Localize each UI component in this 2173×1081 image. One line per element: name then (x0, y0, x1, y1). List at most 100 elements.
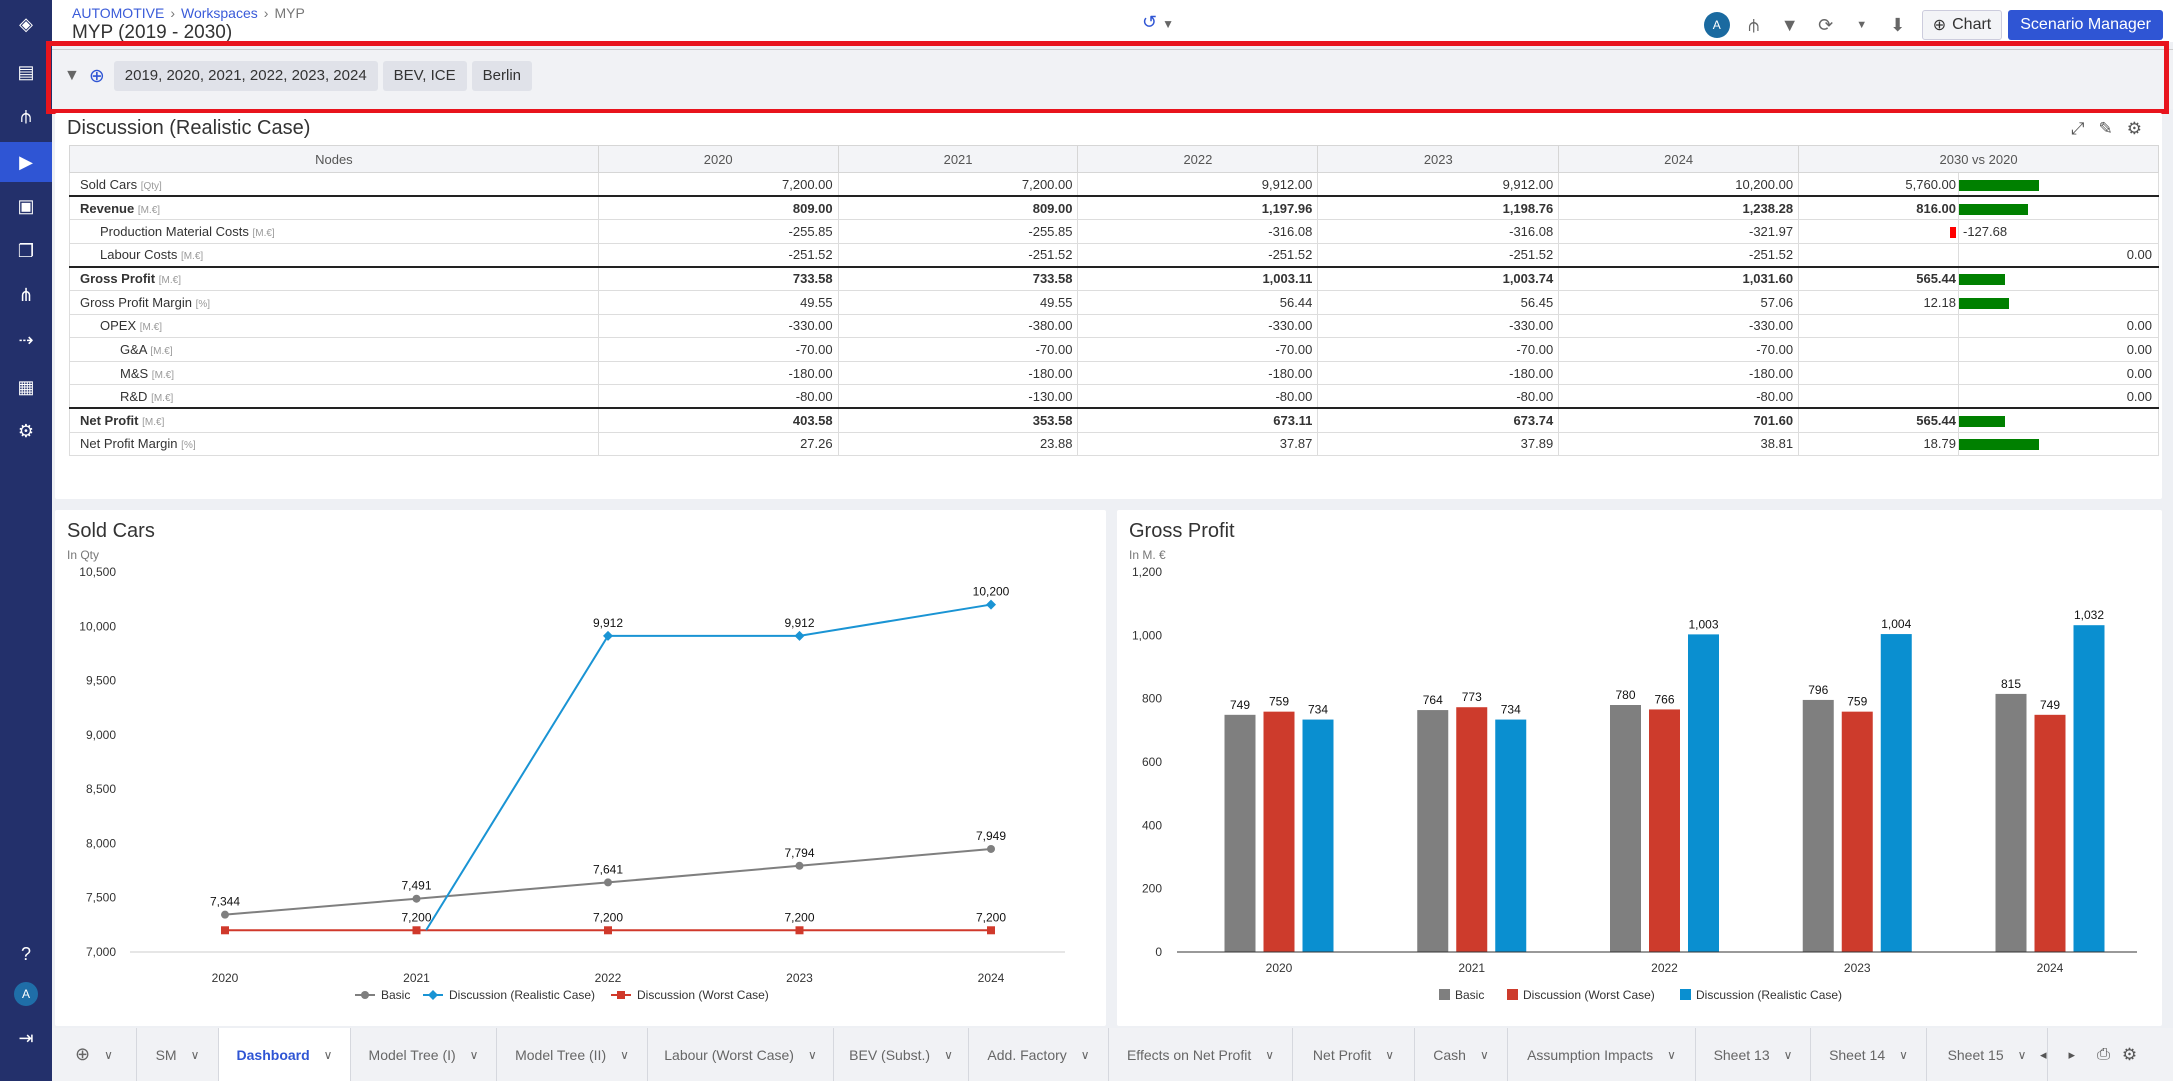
bar[interactable] (1649, 709, 1680, 952)
bar[interactable] (1688, 634, 1719, 952)
legend-item[interactable]: Discussion (Worst Case) (1507, 988, 1655, 1002)
legend-item[interactable]: Discussion (Realistic Case) (423, 988, 595, 1002)
data-point[interactable] (221, 910, 229, 919)
column-header[interactable]: 2023 (1317, 145, 1560, 173)
copy-icon[interactable]: ❐ (17, 240, 35, 261)
edit-icon[interactable]: ✎ (2098, 119, 2113, 138)
column-header[interactable]: 2020 (597, 145, 839, 173)
column-header[interactable]: 2021 (837, 145, 1079, 173)
download-icon[interactable]: ⬇ (1890, 14, 1906, 35)
chevron-down-icon[interactable]: ∨ (807, 1047, 817, 1062)
chevron-down-icon[interactable]: ∨ (1385, 1047, 1395, 1062)
add-sheet-button[interactable]: ⊕ ∨ (52, 1028, 137, 1081)
data-point[interactable] (412, 894, 421, 903)
column-header[interactable]: 2030 vs 2020 (1798, 145, 2159, 173)
breadcrumb-workspaces[interactable]: Workspaces (180, 5, 258, 21)
tab-sheet-15[interactable]: Sheet 15 ∨ (1927, 1028, 2048, 1081)
filter-chip-powertrain[interactable]: BEV, ICE (382, 61, 467, 91)
bar[interactable] (1610, 705, 1641, 952)
legend-item[interactable]: Basic (1439, 988, 1484, 1002)
column-header[interactable]: Nodes (69, 145, 599, 173)
chevron-down-icon[interactable]: ∨ (1265, 1047, 1275, 1062)
data-point[interactable] (604, 878, 612, 887)
bar[interactable] (1841, 711, 1873, 952)
tab-labour-worst-case[interactable]: Labour (Worst Case) ∨ (648, 1028, 834, 1081)
table-icon[interactable]: ▦ (17, 376, 35, 397)
archive-icon[interactable]: ▤ (17, 61, 35, 82)
node-name[interactable]: Sold Cars (80, 176, 138, 192)
help-icon[interactable]: ? (20, 943, 31, 964)
tab-model-tree-i[interactable]: Model Tree (I) ∨ (351, 1028, 497, 1081)
legend-item[interactable]: Discussion (Realistic Case) (1680, 988, 1842, 1002)
node-name[interactable]: Gross Profit Margin (80, 294, 192, 310)
chevron-down-icon[interactable]: ∨ (190, 1047, 200, 1062)
tab-net-profit[interactable]: Net Profit ∨ (1293, 1028, 1415, 1081)
bar[interactable] (2073, 625, 2105, 952)
node-name[interactable]: Labour Costs (100, 247, 178, 263)
scenario-manager-button[interactable]: Scenario Manager (2008, 10, 2163, 40)
data-point[interactable] (986, 599, 996, 610)
tab-sm[interactable]: SM ∨ (137, 1028, 219, 1081)
chevron-down-icon[interactable]: ∨ (1080, 1047, 1090, 1062)
data-point[interactable] (987, 844, 995, 853)
tab-model-tree-ii[interactable]: Model Tree (II) ∨ (497, 1028, 648, 1081)
node-name[interactable]: G&A (120, 341, 147, 357)
legend-item[interactable]: Basic (355, 988, 410, 1002)
node-name[interactable]: OPEX (100, 318, 137, 334)
add-chart-button[interactable]: ⊕ Chart (1921, 10, 2003, 40)
node-name[interactable]: R&D (120, 388, 148, 404)
bar[interactable] (2034, 714, 2066, 952)
bar[interactable] (1995, 693, 2027, 952)
tab-bev-subst[interactable]: BEV (Subst.) ∨ (834, 1028, 969, 1081)
filter-icon[interactable]: ▼ (64, 67, 80, 84)
sitemap-icon[interactable]: ⫛ (1748, 14, 1760, 35)
data-point[interactable] (604, 926, 612, 935)
data-point[interactable] (987, 926, 995, 935)
chevron-down-icon[interactable]: ∨ (323, 1047, 333, 1062)
bar[interactable] (1224, 714, 1256, 952)
data-point[interactable] (603, 630, 613, 641)
node-name[interactable]: Revenue (80, 200, 135, 216)
scroll-right-icon[interactable]: ▸ (2068, 1046, 2076, 1062)
chevron-down-icon[interactable]: ∨ (2017, 1047, 2027, 1062)
data-point[interactable] (794, 630, 805, 641)
chevron-down-icon[interactable]: ▼ (1856, 19, 1868, 31)
tab-sheet-13[interactable]: Sheet 13 ∨ (1696, 1028, 1811, 1081)
chevron-down-icon[interactable]: ▼ (1162, 17, 1174, 31)
video-icon[interactable]: ▣ (17, 195, 35, 216)
history-icon[interactable]: ↺ ▼ (1142, 12, 1174, 32)
user-avatar[interactable]: A (1703, 12, 1730, 38)
node-name[interactable]: Gross Profit (80, 271, 156, 287)
node-name[interactable]: M&S (120, 365, 149, 381)
bar[interactable] (1263, 711, 1295, 952)
tab-cash[interactable]: Cash ∨ (1415, 1028, 1508, 1081)
tab-dashboard[interactable]: Dashboard ∨ (219, 1028, 351, 1081)
tab-add-factory[interactable]: Add. Factory ∨ (969, 1028, 1109, 1081)
bar[interactable] (1417, 710, 1449, 952)
bar[interactable] (1302, 719, 1334, 952)
sheet-search-icon[interactable]: ⎙ (2097, 1045, 2110, 1063)
chevron-down-icon[interactable]: ∨ (944, 1047, 953, 1062)
column-header[interactable]: 2022 (1077, 145, 1319, 173)
node-name[interactable]: Net Profit Margin (80, 436, 178, 452)
hierarchy-icon[interactable]: ⋔ (18, 284, 34, 305)
expand-icon[interactable]: ⤢ (2070, 119, 2085, 138)
filter-chip-years[interactable]: 2019, 2020, 2021, 2022, 2023, 2024 (113, 61, 378, 91)
play-icon[interactable]: ▶ (0, 142, 52, 182)
bar[interactable] (1495, 719, 1527, 952)
tab-sheet-14[interactable]: Sheet 14 ∨ (1811, 1028, 1927, 1081)
arrow-right-icon[interactable]: ⇢ (18, 329, 34, 350)
data-point[interactable] (795, 926, 804, 935)
add-filter-icon[interactable]: ⊕ (88, 65, 105, 87)
legend-item[interactable]: Discussion (Worst Case) (611, 988, 769, 1002)
bar[interactable] (1880, 634, 1912, 952)
bar[interactable] (1456, 707, 1488, 952)
node-name[interactable]: Production Material Costs (100, 223, 249, 239)
chevron-down-icon[interactable]: ∨ (104, 1047, 113, 1062)
filter-icon[interactable]: ▼ (1780, 14, 1799, 35)
breadcrumb-automotive[interactable]: AUTOMOTIVE (72, 5, 165, 21)
data-point[interactable] (221, 926, 229, 935)
gear-icon[interactable]: ⚙ (17, 420, 35, 441)
logout-icon[interactable]: ⇥ (18, 1027, 34, 1048)
tab-effects-on-net-profit[interactable]: Effects on Net Profit ∨ (1109, 1028, 1293, 1081)
